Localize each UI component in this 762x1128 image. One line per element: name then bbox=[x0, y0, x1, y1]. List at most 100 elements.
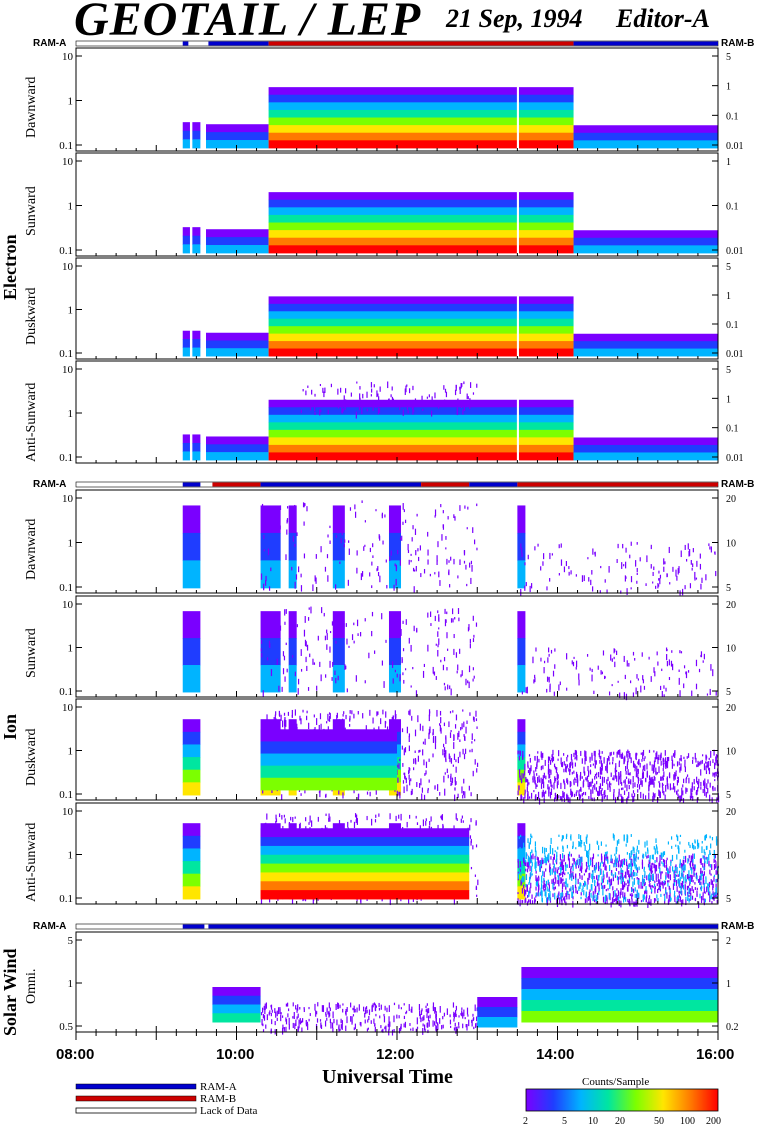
speck-7 bbox=[519, 866, 521, 870]
speck-6 bbox=[632, 796, 634, 803]
band-5-1 bbox=[288, 638, 297, 666]
speck-7 bbox=[596, 874, 598, 880]
ltick-label-6-2: 0.1 bbox=[59, 789, 73, 801]
speck-7 bbox=[667, 841, 670, 845]
speck-6 bbox=[569, 797, 571, 804]
speck-6 bbox=[702, 754, 704, 757]
speck-6 bbox=[696, 764, 698, 768]
speck-7 bbox=[531, 862, 533, 867]
speck-5 bbox=[279, 625, 282, 631]
speck-6 bbox=[635, 752, 637, 757]
speck-6 bbox=[621, 781, 623, 786]
speck-5 bbox=[430, 611, 432, 617]
speck-6 bbox=[606, 761, 608, 768]
speck-6 bbox=[423, 794, 426, 800]
speck-6 bbox=[583, 766, 585, 774]
speck-6 bbox=[524, 793, 526, 799]
speck-7 bbox=[650, 899, 652, 906]
band-3-0 bbox=[182, 434, 190, 444]
speck-7 bbox=[607, 859, 609, 864]
speck-5 bbox=[401, 658, 403, 663]
page-title: GEOTAIL / LEP bbox=[74, 0, 422, 46]
speck-8 bbox=[421, 1008, 423, 1012]
speck-6 bbox=[644, 756, 646, 759]
band-2-4 bbox=[268, 326, 518, 335]
speck-6 bbox=[443, 722, 446, 727]
speck-3 bbox=[463, 402, 465, 408]
speck-7 bbox=[615, 859, 618, 862]
speck-8 bbox=[303, 1008, 305, 1013]
speck-7 bbox=[548, 888, 550, 892]
speck-3 bbox=[428, 394, 430, 398]
speck-8 bbox=[275, 1011, 277, 1018]
speck-5 bbox=[313, 662, 316, 665]
speck-7 bbox=[415, 815, 417, 819]
speck-7 bbox=[684, 849, 686, 853]
speck-7 bbox=[685, 874, 687, 881]
speck-7 bbox=[666, 867, 669, 874]
speck-4 bbox=[419, 545, 421, 551]
speck-5 bbox=[666, 654, 668, 661]
band-2-0 bbox=[573, 333, 718, 342]
speck-7 bbox=[667, 871, 669, 878]
speck-6 bbox=[455, 766, 457, 773]
speck-7 bbox=[638, 892, 640, 898]
speck-7 bbox=[559, 865, 561, 870]
speck-3 bbox=[412, 408, 414, 415]
speck-7 bbox=[558, 891, 560, 897]
speck-3 bbox=[330, 383, 333, 388]
speck-6 bbox=[617, 795, 619, 801]
speck-5 bbox=[710, 664, 712, 671]
speck-7 bbox=[684, 884, 686, 890]
speck-7 bbox=[636, 895, 638, 901]
speck-6 bbox=[449, 755, 451, 763]
band-5-0 bbox=[388, 611, 402, 639]
speck-6 bbox=[595, 787, 597, 792]
speck-7 bbox=[350, 819, 352, 823]
speck-7 bbox=[629, 893, 631, 897]
speck-7 bbox=[654, 848, 656, 855]
speck-7 bbox=[517, 873, 520, 879]
speck-8 bbox=[453, 1013, 455, 1018]
speck-7 bbox=[598, 874, 600, 881]
speck-6 bbox=[432, 737, 435, 743]
speck-4 bbox=[696, 560, 698, 567]
speck-6 bbox=[587, 770, 590, 777]
speck-7 bbox=[561, 863, 564, 871]
speck-7 bbox=[631, 875, 633, 880]
speck-4 bbox=[625, 561, 627, 569]
speck-6 bbox=[663, 790, 665, 796]
band-3-2 bbox=[268, 414, 518, 423]
speck-6 bbox=[451, 781, 453, 786]
speck-4 bbox=[306, 506, 308, 512]
speck-4 bbox=[441, 534, 443, 541]
speck-3 bbox=[366, 408, 368, 412]
speck-7 bbox=[581, 888, 583, 893]
speck-7 bbox=[525, 860, 527, 863]
speck-5 bbox=[473, 675, 475, 679]
speck-7 bbox=[534, 862, 536, 869]
speck-3 bbox=[434, 392, 436, 399]
speck-8 bbox=[455, 1005, 458, 1011]
band-3-4 bbox=[518, 429, 574, 438]
speck-7 bbox=[606, 895, 608, 901]
speck-7 bbox=[702, 895, 704, 901]
ram-seg-electron-3 bbox=[268, 41, 574, 46]
speck-7 bbox=[663, 880, 665, 884]
speck-7 bbox=[702, 892, 704, 897]
speck-7 bbox=[440, 815, 442, 819]
speck-6 bbox=[621, 754, 624, 759]
speck-5 bbox=[554, 664, 556, 669]
speck-6 bbox=[457, 793, 459, 799]
speck-6 bbox=[617, 749, 620, 755]
speck-4 bbox=[356, 567, 358, 574]
speck-6 bbox=[597, 791, 600, 797]
ltick-label-5-1: 1 bbox=[68, 643, 74, 655]
speck-6 bbox=[674, 751, 676, 758]
speck-7 bbox=[641, 859, 644, 865]
speck-6 bbox=[518, 769, 521, 772]
speck-3 bbox=[377, 393, 379, 397]
speck-6 bbox=[596, 781, 598, 785]
speck-8 bbox=[299, 1021, 302, 1025]
band-4-1 bbox=[182, 532, 201, 561]
